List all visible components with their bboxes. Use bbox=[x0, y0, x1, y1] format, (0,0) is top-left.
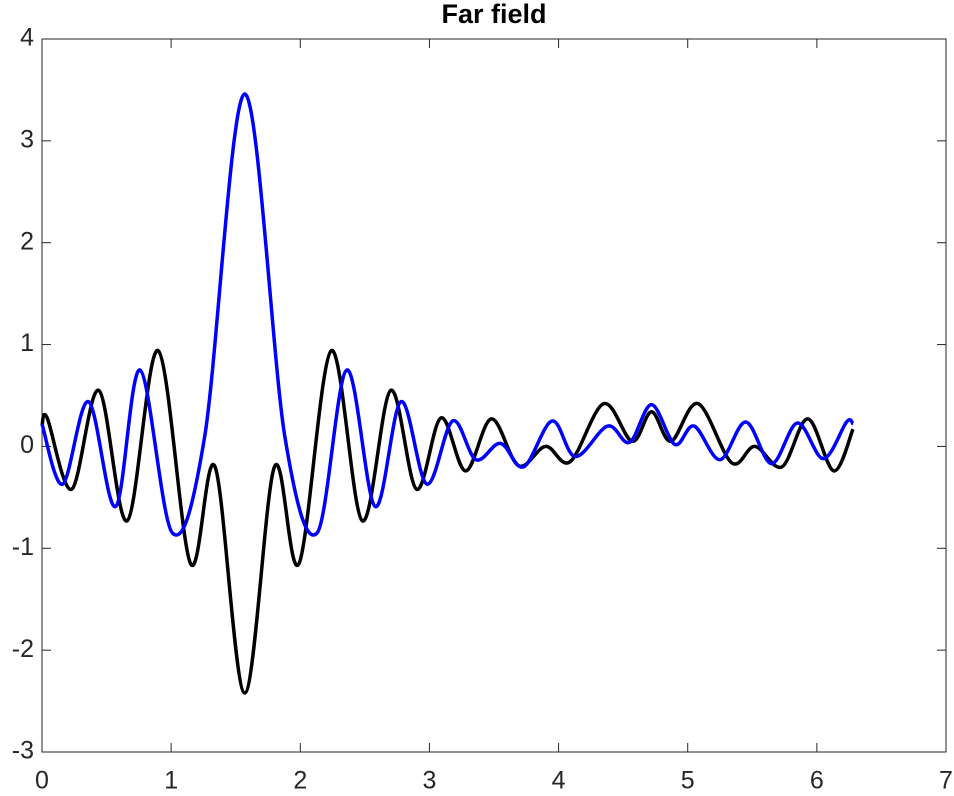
data-line bbox=[40, 92, 855, 537]
y-tick-label: -3 bbox=[12, 737, 34, 765]
chart-title: Far field bbox=[441, 0, 546, 29]
data-line bbox=[40, 348, 855, 695]
x-tick-label: 4 bbox=[552, 767, 566, 795]
x-tick-label: 5 bbox=[681, 767, 695, 795]
y-tick-label: 2 bbox=[20, 227, 34, 255]
x-tick-label: 2 bbox=[293, 767, 307, 795]
x-tick-label: 0 bbox=[35, 767, 49, 795]
x-tick-label: 3 bbox=[422, 767, 436, 795]
x-tick-label: 1 bbox=[164, 767, 178, 795]
y-tick-label: -2 bbox=[12, 635, 34, 663]
y-tick-label: 3 bbox=[20, 125, 34, 153]
y-tick-label: 1 bbox=[20, 329, 34, 357]
x-tick-label: 7 bbox=[939, 767, 953, 795]
y-tick-label: 4 bbox=[20, 24, 34, 52]
y-tick-label: -1 bbox=[12, 533, 34, 561]
y-tick-label: 0 bbox=[20, 431, 34, 459]
x-tick-label: 6 bbox=[810, 767, 824, 795]
plot-box bbox=[41, 38, 947, 753]
